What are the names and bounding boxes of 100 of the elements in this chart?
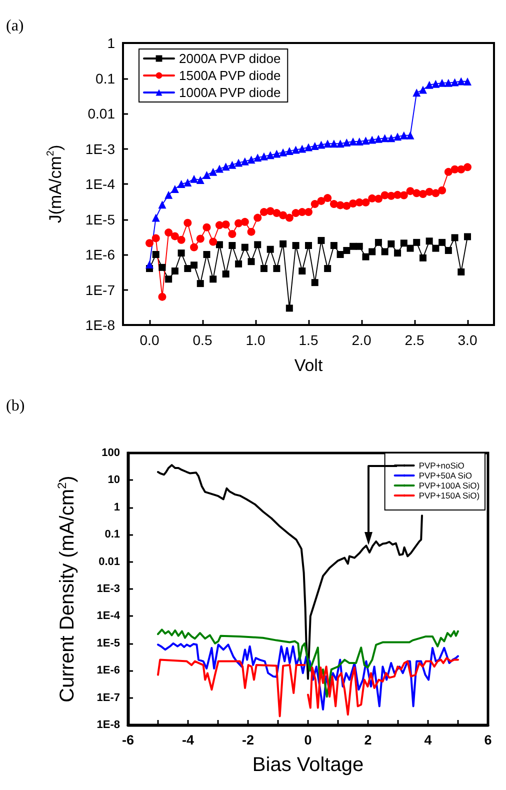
x-tick-label: 4 <box>424 732 432 748</box>
point <box>368 248 376 256</box>
point <box>457 165 466 174</box>
y-tick-label: 1E-6 <box>85 246 116 262</box>
point <box>387 134 396 142</box>
point <box>170 232 179 240</box>
point <box>228 230 236 238</box>
x-tick-label: 2 <box>364 732 372 748</box>
x-tick-label: 3.0 <box>458 332 478 348</box>
point <box>400 240 408 247</box>
point <box>266 151 274 160</box>
point <box>222 162 230 171</box>
point <box>285 147 294 156</box>
y-tick-label: 1E-5 <box>96 637 120 650</box>
point <box>152 214 160 222</box>
point <box>342 202 351 210</box>
point <box>336 251 344 258</box>
point <box>196 234 204 243</box>
point <box>444 246 452 254</box>
point <box>432 80 440 88</box>
point <box>196 176 204 184</box>
point <box>202 171 211 179</box>
point <box>387 192 396 200</box>
x-tick-label: -4 <box>182 732 194 748</box>
point <box>406 131 414 140</box>
chart-title: (a) <box>6 18 24 34</box>
point <box>362 136 370 145</box>
point <box>336 140 344 148</box>
point <box>266 246 274 253</box>
legend-label: 2000A PVP didoe <box>179 51 281 66</box>
point <box>444 168 452 176</box>
point <box>228 160 236 169</box>
point <box>266 207 274 216</box>
point <box>310 200 319 208</box>
point <box>202 223 211 232</box>
point <box>362 253 370 260</box>
point <box>368 194 376 202</box>
line-series <box>157 642 459 711</box>
point <box>158 200 166 209</box>
point <box>248 258 255 266</box>
y-tick-label: 1E-4 <box>96 610 121 622</box>
x-tick-label: 0.0 <box>140 332 160 348</box>
y-tick-label: 100 <box>102 447 120 459</box>
point <box>305 242 312 249</box>
point <box>152 251 160 258</box>
point <box>222 220 230 228</box>
point <box>330 200 338 208</box>
point <box>412 88 421 97</box>
point <box>254 214 262 222</box>
y-tick-label: 1E-6 <box>96 664 120 677</box>
point <box>349 138 358 146</box>
point <box>317 140 326 149</box>
point <box>356 242 363 250</box>
point <box>418 86 427 94</box>
point <box>304 143 312 152</box>
point <box>190 262 198 269</box>
point <box>279 148 288 156</box>
point <box>343 246 350 254</box>
point <box>380 134 389 142</box>
point <box>190 243 198 252</box>
y-tick-label: 0.1 <box>104 528 120 541</box>
point <box>279 211 288 220</box>
point <box>350 242 357 250</box>
y-axis-title: Current Density (mA/cm2) <box>55 476 78 702</box>
point <box>394 132 402 141</box>
y-tick-label: 0.01 <box>88 106 116 122</box>
point <box>406 187 414 196</box>
point <box>171 268 178 275</box>
point <box>203 251 210 258</box>
point <box>419 254 426 262</box>
y-axis-title: J(mA/cm2) <box>46 144 65 224</box>
y-tick-label: 0.01 <box>98 556 120 568</box>
point <box>158 292 166 301</box>
x-tick-label: 1.5 <box>298 332 318 348</box>
point <box>458 268 465 276</box>
point <box>400 191 408 200</box>
point <box>210 276 217 283</box>
point <box>170 185 179 194</box>
point <box>304 208 312 216</box>
point <box>388 240 395 248</box>
point <box>260 152 268 160</box>
chart-title: (b) <box>6 398 25 414</box>
point <box>280 240 287 248</box>
point <box>342 138 351 147</box>
point <box>292 242 300 249</box>
point <box>324 194 332 202</box>
point <box>381 248 388 256</box>
line-series <box>157 628 459 698</box>
point <box>152 234 160 242</box>
point <box>330 140 338 148</box>
point <box>228 242 236 249</box>
point <box>394 250 402 257</box>
point <box>196 280 204 288</box>
point <box>190 174 198 183</box>
point <box>374 238 382 246</box>
y-tick-label: 0.1 <box>96 70 116 86</box>
x-axis-title: Bias Voltage <box>252 754 364 776</box>
point <box>432 244 440 252</box>
point <box>438 238 446 246</box>
x-axis-title: Volt <box>294 356 323 375</box>
